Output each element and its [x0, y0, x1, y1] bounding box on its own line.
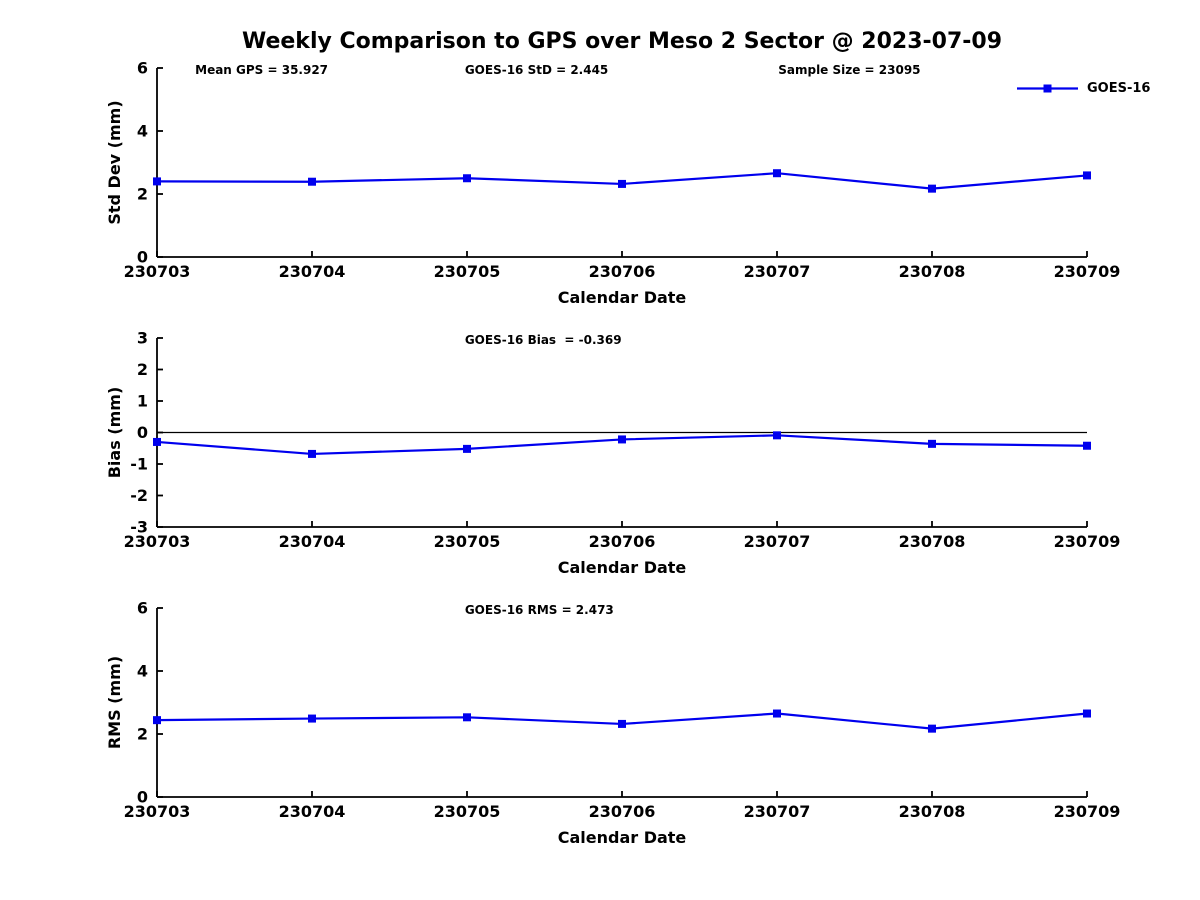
data-point-marker [463, 713, 471, 722]
data-point-marker [308, 449, 316, 458]
chart-title: Weekly Comparison to GPS over Meso 2 Sec… [241, 29, 1003, 54]
legend-label: GOES-16 [1087, 81, 1150, 96]
x-tick-label: 230709 [1054, 802, 1121, 821]
data-point-marker [1083, 441, 1091, 450]
y-tick-label: 2 [137, 725, 148, 744]
y-tick-label: 2 [137, 360, 148, 379]
data-point-marker [773, 709, 781, 718]
y-axis-label: RMS (mm) [105, 656, 124, 749]
data-point-marker [618, 719, 626, 728]
annotation: GOES-16 RMS = 2.473 [465, 603, 614, 617]
x-axis-label: Calendar Date [558, 828, 687, 847]
data-point-marker [1083, 709, 1091, 718]
annotation: Sample Size = 23095 [778, 63, 920, 77]
data-point-marker [463, 444, 471, 453]
data-point-marker [308, 714, 316, 723]
x-tick-label: 230706 [589, 532, 656, 551]
x-tick-label: 230708 [899, 532, 966, 551]
data-point-marker [308, 177, 316, 186]
x-tick-label: 230703 [124, 532, 191, 551]
data-point-marker [153, 177, 161, 186]
annotation: GOES-16 Bias = -0.369 [465, 333, 622, 347]
y-tick-label: -2 [130, 486, 148, 505]
y-tick-label: -3 [130, 518, 148, 537]
y-tick-label: 4 [137, 662, 148, 681]
x-axis-label: Calendar Date [558, 288, 687, 307]
x-tick-label: 230705 [434, 262, 501, 281]
x-axis-label: Calendar Date [558, 558, 687, 577]
data-point-marker [928, 184, 936, 193]
x-tick-label: 230707 [744, 802, 811, 821]
x-tick-label: 230709 [1054, 532, 1121, 551]
x-tick-label: 230703 [124, 262, 191, 281]
data-point-marker [928, 439, 936, 448]
y-tick-label: 0 [137, 248, 148, 267]
data-point-marker [1083, 171, 1091, 180]
y-tick-label: 3 [137, 329, 148, 348]
y-tick-label: 2 [137, 185, 148, 204]
annotation: GOES-16 StD = 2.445 [465, 63, 608, 77]
x-tick-label: 230708 [899, 802, 966, 821]
x-tick-label: 230706 [589, 802, 656, 821]
x-tick-label: 230708 [899, 262, 966, 281]
y-tick-label: 4 [137, 122, 148, 141]
data-point-marker [618, 435, 626, 444]
y-tick-label: 6 [137, 599, 148, 618]
x-tick-label: 230704 [279, 802, 346, 821]
y-axis-label: Std Dev (mm) [105, 100, 124, 224]
data-point-marker [153, 437, 161, 446]
annotation: Mean GPS = 35.927 [195, 63, 328, 77]
x-tick-label: 230707 [744, 262, 811, 281]
x-tick-label: 230709 [1054, 262, 1121, 281]
data-point-marker [153, 716, 161, 725]
y-tick-label: 6 [137, 59, 148, 78]
data-point-marker [463, 174, 471, 183]
y-tick-label: 1 [137, 392, 148, 411]
x-tick-label: 230705 [434, 802, 501, 821]
y-tick-label: 0 [137, 423, 148, 442]
x-tick-label: 230704 [279, 262, 346, 281]
data-point-marker [618, 179, 626, 188]
legend-marker [1043, 84, 1052, 93]
x-tick-label: 230707 [744, 532, 811, 551]
x-tick-label: 230705 [434, 532, 501, 551]
data-point-marker [773, 431, 781, 440]
y-tick-label: -1 [130, 455, 148, 474]
x-tick-label: 230704 [279, 532, 346, 551]
x-tick-label: 230706 [589, 262, 656, 281]
y-tick-label: 0 [137, 788, 148, 807]
x-tick-label: 230703 [124, 802, 191, 821]
data-point-marker [928, 724, 936, 733]
data-point-marker [773, 169, 781, 178]
y-axis-label: Bias (mm) [105, 387, 124, 479]
